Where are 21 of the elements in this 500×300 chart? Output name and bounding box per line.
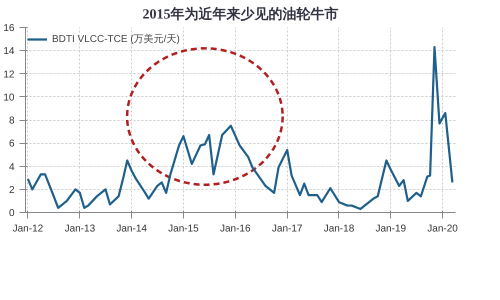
x-tick-label: Jan-12 [12,224,44,234]
x-tick-label: Jan-20 [427,224,458,234]
x-tick-label: Jan-13 [64,224,96,234]
y-tick-label: 16 [3,23,15,34]
line-series [26,46,454,210]
y-tick-label: 8 [8,116,15,126]
legend-label: BDTI VLCC-TCE (万美元/天) [52,32,180,46]
y-tick-label: 4 [8,162,15,173]
x-tick-label: Jan-18 [324,224,355,234]
y-tick-label: 2 [8,184,15,196]
y-tick-label: 0 [8,208,15,219]
y-tick-label: 10 [3,92,15,104]
x-tick-label: Jan-19 [376,224,407,234]
chart-title: 2015年为近年来少见的油轮牛市 [142,6,338,22]
x-tick-label: Jan-15 [168,224,200,234]
x-tick-label: Jan-16 [220,224,251,234]
y-tick-label: 12 [3,69,15,80]
y-tick-label: 6 [8,138,15,150]
y-tick-label: 14 [3,46,15,58]
x-tick-label: Jan-14 [116,224,148,234]
x-tick-label: Jan-17 [272,224,303,234]
